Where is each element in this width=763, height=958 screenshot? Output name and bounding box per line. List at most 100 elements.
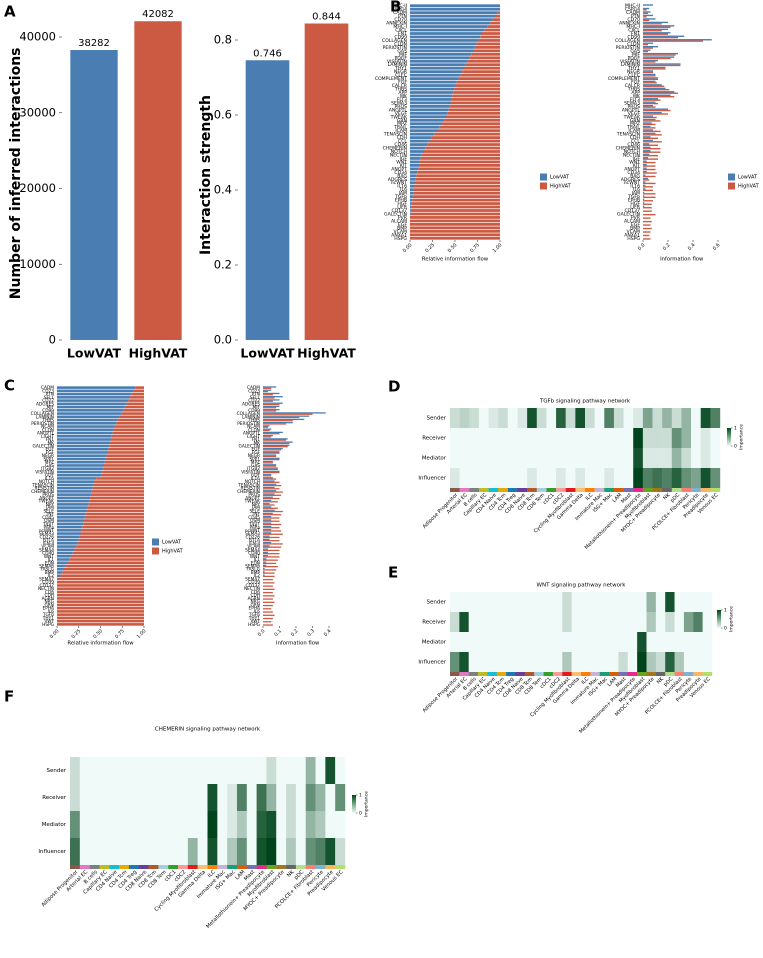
column-color — [227, 865, 238, 869]
bar — [643, 7, 650, 10]
heat-cell — [642, 468, 653, 489]
y-tick-label: 20000 — [19, 181, 56, 195]
bar-segment — [460, 73, 500, 77]
heat-cell — [627, 652, 638, 673]
column-color — [207, 865, 218, 869]
heat-cell — [305, 757, 316, 785]
category-label: ICAM — [395, 128, 407, 134]
bar-segment — [57, 610, 144, 613]
category-label: BMP — [630, 225, 640, 231]
heat-cell — [335, 757, 346, 785]
colorbar-tick-label: 1 — [734, 426, 737, 432]
column-color — [599, 672, 610, 676]
category-label: THBS — [627, 87, 640, 93]
heat-cell — [599, 652, 610, 673]
colorbar-tick-label: 0 — [359, 811, 362, 817]
bar-segment — [57, 538, 79, 542]
column-color — [89, 865, 100, 869]
category-label: COMPLEMENT — [608, 76, 640, 82]
category-label: GALECTIN — [239, 444, 261, 450]
bar — [263, 501, 278, 503]
bar — [643, 172, 657, 174]
category-label: SELE — [249, 508, 260, 514]
bar-segment — [449, 104, 500, 108]
bar — [643, 113, 668, 115]
column-color — [168, 865, 179, 869]
value-label: 0.844 — [312, 12, 341, 23]
column-color — [646, 672, 657, 676]
bar — [263, 532, 272, 534]
x-axis-title: Information flow — [276, 641, 320, 647]
heat-cell — [683, 592, 694, 613]
bar — [643, 23, 662, 25]
bar-segment — [410, 52, 472, 56]
category-label: PROS — [628, 104, 641, 110]
category-label: EPHA — [249, 606, 261, 612]
column-color — [256, 865, 267, 869]
bar — [263, 533, 283, 535]
heat-cell — [286, 757, 297, 785]
heat-cell — [662, 408, 672, 429]
bar — [643, 28, 668, 31]
bar — [263, 399, 280, 401]
heat-cell — [478, 448, 489, 469]
heat-cell — [562, 632, 572, 653]
heat-cell — [266, 757, 277, 785]
heat-cell — [571, 652, 582, 673]
bar-segment — [57, 509, 87, 513]
panel-letter: C — [4, 377, 15, 395]
bar-segment — [57, 447, 109, 451]
bar-segment — [76, 545, 144, 548]
category-label: NOTCH — [624, 149, 640, 155]
heat-cell — [496, 632, 507, 653]
heat-cell — [315, 757, 326, 785]
bar-segment — [446, 115, 500, 119]
bar-segment — [427, 143, 500, 146]
heat-cell — [217, 811, 228, 839]
bar — [263, 509, 275, 511]
row-label: Receiver — [42, 795, 67, 801]
bar-segment — [410, 153, 422, 157]
bar-segment — [410, 188, 414, 192]
bar — [263, 595, 275, 597]
bar — [643, 120, 661, 122]
heat-cell — [478, 612, 488, 633]
heat-cell — [652, 408, 663, 429]
bar-segment — [57, 522, 84, 526]
category-label: CD99 — [248, 408, 260, 414]
category-label: NEGR — [627, 69, 641, 75]
column-color — [488, 488, 499, 492]
heat-cell — [335, 784, 346, 812]
bar-segment — [410, 115, 446, 119]
heat-cell — [515, 632, 526, 653]
bar-segment — [74, 548, 144, 552]
heat-cell — [556, 408, 566, 429]
heat-cell — [556, 448, 566, 469]
bar — [263, 545, 270, 547]
column-color — [128, 865, 139, 869]
heat-cell — [671, 408, 682, 429]
legend-swatch — [540, 173, 547, 181]
category-label: WNT — [629, 159, 640, 165]
y-tick-label: 0.6 — [214, 108, 232, 122]
bar-segment — [57, 486, 93, 490]
bar — [263, 405, 280, 408]
bar — [263, 394, 273, 396]
bar-segment — [126, 402, 144, 406]
bar-segment — [410, 184, 415, 188]
category-label: VISFATIN — [241, 469, 260, 475]
category-label: JAM — [45, 505, 54, 511]
heat-cell — [599, 592, 610, 613]
category-label: SEMA4 — [39, 547, 54, 553]
column-color — [543, 672, 554, 676]
chart-title: CHEMERIN signaling pathway network — [155, 727, 261, 733]
column-color — [546, 488, 557, 492]
bar-segment — [82, 525, 144, 529]
heat-cell — [674, 612, 685, 633]
heat-cell — [168, 784, 179, 812]
bar — [263, 499, 272, 502]
bar-segment — [130, 396, 144, 399]
category-label: CD45 — [42, 515, 54, 521]
bar — [263, 582, 275, 584]
bar — [263, 519, 272, 521]
